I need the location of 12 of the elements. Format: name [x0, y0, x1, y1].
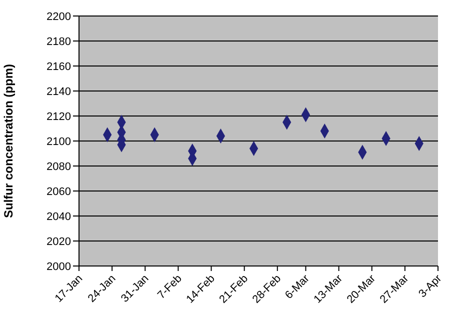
- y-tick-label: 2020: [46, 236, 71, 248]
- y-tick-label: 2100: [46, 136, 71, 148]
- y-tick-label: 2180: [46, 36, 71, 48]
- y-tick-label: 2160: [46, 60, 71, 73]
- y-tick-label: 2200: [46, 10, 71, 23]
- y-tick-label: 2060: [46, 186, 71, 198]
- y-tick-label: 2080: [46, 160, 71, 173]
- y-tick-label: 2000: [46, 260, 71, 273]
- y-axis-title: Sulfur concentration (ppm): [1, 64, 16, 218]
- y-tick-label: 2040: [46, 210, 71, 223]
- y-tick-label: 2140: [46, 86, 71, 98]
- y-tick-label: 2120: [46, 110, 71, 123]
